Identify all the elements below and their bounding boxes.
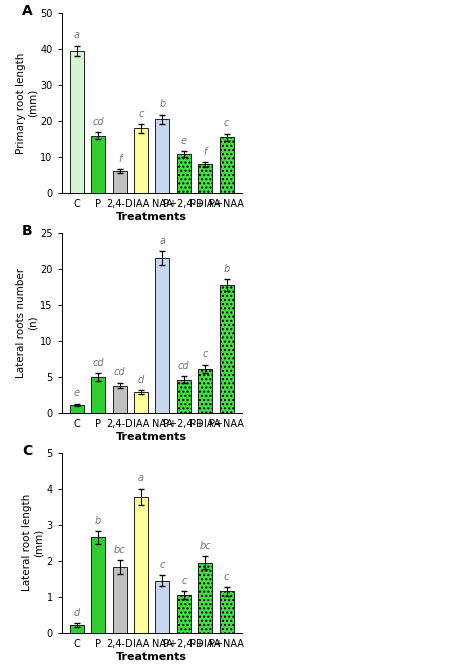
Y-axis label: Lateral root length
(mm): Lateral root length (mm): [22, 494, 44, 591]
Text: b: b: [95, 515, 101, 525]
Bar: [177, 155, 191, 193]
Text: a: a: [159, 236, 165, 246]
Bar: [219, 285, 234, 413]
Bar: [219, 591, 234, 633]
Text: cd: cd: [114, 368, 126, 378]
Bar: [70, 625, 84, 633]
Bar: [134, 497, 148, 633]
Bar: [113, 171, 127, 193]
Text: c: c: [181, 576, 186, 586]
Text: bc: bc: [200, 541, 211, 551]
Text: a: a: [138, 474, 144, 484]
Text: cd: cd: [92, 358, 104, 368]
X-axis label: Treatments: Treatments: [116, 212, 187, 222]
Text: f: f: [203, 147, 207, 157]
Bar: [113, 386, 127, 413]
X-axis label: Treatments: Treatments: [116, 432, 187, 442]
Bar: [177, 595, 191, 633]
Bar: [177, 380, 191, 413]
Text: cd: cd: [178, 361, 190, 371]
Bar: [134, 392, 148, 413]
Text: C: C: [22, 444, 32, 458]
Bar: [198, 165, 212, 193]
Text: B: B: [22, 224, 33, 238]
Bar: [70, 405, 84, 413]
Text: e: e: [74, 388, 80, 398]
Text: b: b: [159, 99, 165, 109]
Bar: [70, 51, 84, 193]
Bar: [155, 581, 169, 633]
Bar: [198, 563, 212, 633]
Text: b: b: [223, 264, 230, 274]
Bar: [91, 537, 105, 633]
Bar: [198, 369, 212, 413]
Bar: [155, 258, 169, 413]
Text: c: c: [224, 119, 229, 129]
X-axis label: Treatments: Treatments: [116, 652, 187, 662]
Bar: [91, 136, 105, 193]
Text: a: a: [74, 30, 80, 40]
Text: d: d: [73, 607, 80, 617]
Bar: [91, 377, 105, 413]
Text: cd: cd: [92, 117, 104, 127]
Text: c: c: [138, 109, 144, 119]
Bar: [219, 137, 234, 193]
Text: c: c: [160, 559, 165, 570]
Text: c: c: [202, 350, 208, 360]
Bar: [134, 129, 148, 193]
Text: d: d: [138, 374, 144, 384]
Text: bc: bc: [114, 545, 126, 555]
Bar: [113, 567, 127, 633]
Text: c: c: [224, 571, 229, 581]
Y-axis label: Primary root length
(mm): Primary root length (mm): [16, 53, 37, 154]
Bar: [155, 119, 169, 193]
Text: A: A: [22, 5, 33, 19]
Y-axis label: Lateral roots number
(n): Lateral roots number (n): [16, 268, 37, 378]
Text: e: e: [181, 136, 187, 146]
Text: f: f: [118, 154, 121, 164]
